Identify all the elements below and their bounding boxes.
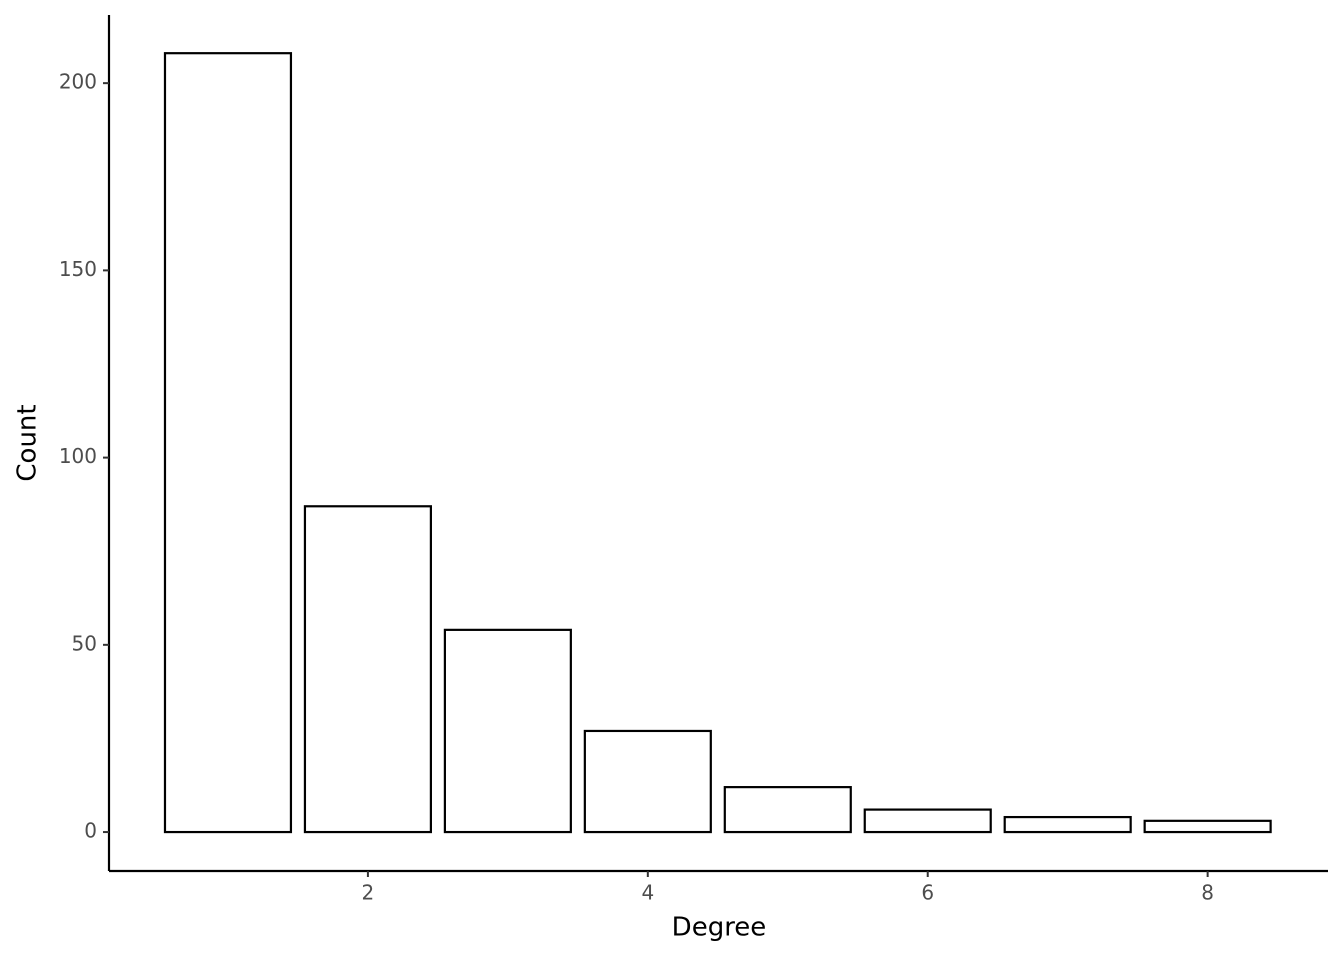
y-tick-label: 50	[72, 631, 97, 655]
x-tick-label: 6	[921, 881, 934, 905]
x-tick-label: 4	[641, 881, 654, 905]
bar	[1003, 815, 1132, 834]
y-tick-label: 200	[59, 70, 97, 94]
bar	[723, 786, 852, 834]
bar	[303, 505, 432, 834]
bar	[163, 52, 293, 834]
y-tick-label: 150	[59, 257, 97, 281]
x-tick-label: 8	[1201, 881, 1214, 905]
bar	[1143, 819, 1272, 834]
y-axis-title: Count	[13, 404, 43, 481]
x-axis-title: Degree	[672, 913, 767, 943]
bar	[443, 628, 572, 834]
x-tick-label: 2	[362, 881, 375, 905]
bar	[583, 729, 712, 834]
bar	[863, 808, 992, 834]
y-tick-label: 0	[84, 819, 97, 843]
y-tick-label: 100	[59, 444, 97, 468]
